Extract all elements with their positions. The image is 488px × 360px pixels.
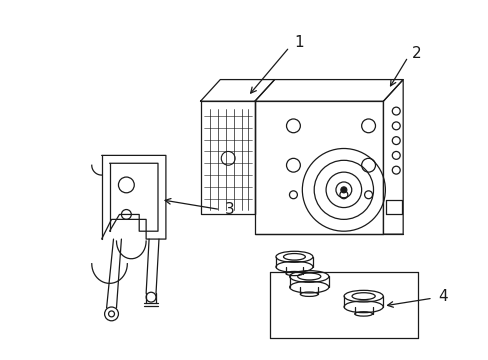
Text: 3: 3 <box>225 202 235 217</box>
Text: 4: 4 <box>437 289 447 304</box>
Text: 2: 2 <box>411 46 421 62</box>
Circle shape <box>340 187 346 193</box>
Text: 1: 1 <box>294 35 304 50</box>
